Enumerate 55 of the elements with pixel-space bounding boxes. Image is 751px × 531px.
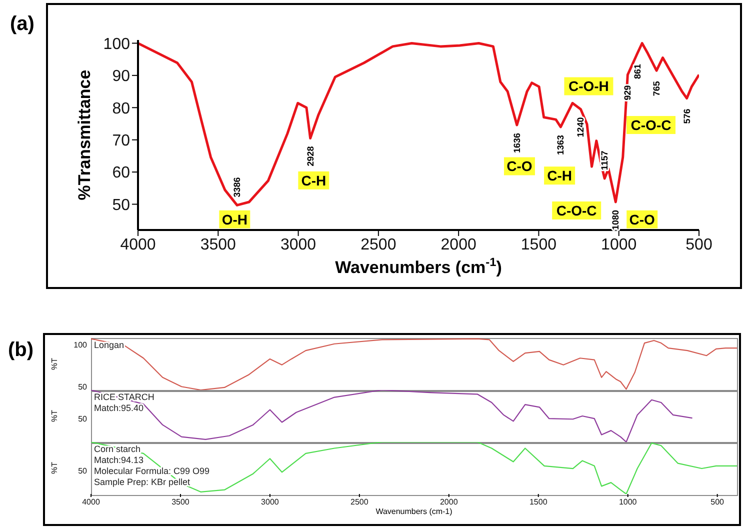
annotation: 2928 [305,146,316,166]
y-axis-title: %T [50,462,58,474]
x-tick-label: 3500 [172,498,190,507]
annotation: C-O-C [630,117,672,133]
chart-title: (a) [10,13,34,35]
y-tick-label: 90 [112,68,130,86]
x-tick-label: 2500 [360,236,396,254]
annotation: Match:94.13 [94,455,144,465]
annotation: O-H [222,211,248,228]
y-tick-label: 100 [103,36,130,53]
x-tick-label: 1000 [601,236,637,254]
x-tick-label: 2500 [350,498,369,507]
annotation: 3386 [232,177,242,198]
x-tick-label: 500 [686,236,712,254]
annotation: 1363 [556,134,566,155]
y-tick-label: 60 [112,164,130,182]
annotation: Match:95.40 [94,403,144,413]
annotation: 1157 [600,150,610,170]
y-tick-label: 80 [112,100,130,118]
line-series [138,42,699,206]
y-tick-label: 70 [112,132,130,150]
annotation: C-O-C [556,202,597,218]
annotation: C-O [506,158,532,174]
annotation: 929 [622,85,633,100]
annotation: 576 [682,108,692,124]
chart-title: (b) [8,339,34,361]
annotation: C-H [547,168,572,184]
x-tick-label: 1500 [520,236,557,254]
annotation: 861 [632,64,642,80]
y-tick-label: 100 [74,340,88,350]
x-tick-label: 1000 [618,498,638,507]
x-tick-label: 1500 [529,498,548,507]
y-axis-title: %T [50,410,58,422]
x-tick-label: 2000 [440,236,476,254]
annotation: C-O-H [568,78,609,94]
annotation: C-H [301,172,326,188]
annotation: C-O [629,211,656,228]
y-tick-label: 50 [112,196,130,214]
x-axis-title: Wavenumbers (cm-1) [376,507,453,516]
annotation: Longan [94,340,124,350]
x-tick-label: 500 [710,498,725,507]
x-tick-label: 3500 [200,236,236,254]
y-axis-title: %T [50,358,58,370]
annotation: 1240 [576,117,586,138]
annotation: 765 [652,81,662,96]
y-axis-title: %Transmittance [74,70,94,200]
x-tick-label: 3000 [261,498,280,507]
x-tick-label: 4000 [82,498,100,507]
x-tick-label: 2000 [440,498,458,507]
annotation: RICE STARCH [94,392,154,402]
annotation: 1080 [610,210,621,230]
x-tick-label: 4000 [120,236,156,254]
annotation: 1636 [512,133,522,154]
x-tick-label: 3000 [280,236,316,254]
x-axis-title: Wavenumbers (cm$^{-1}$) [335,255,502,277]
